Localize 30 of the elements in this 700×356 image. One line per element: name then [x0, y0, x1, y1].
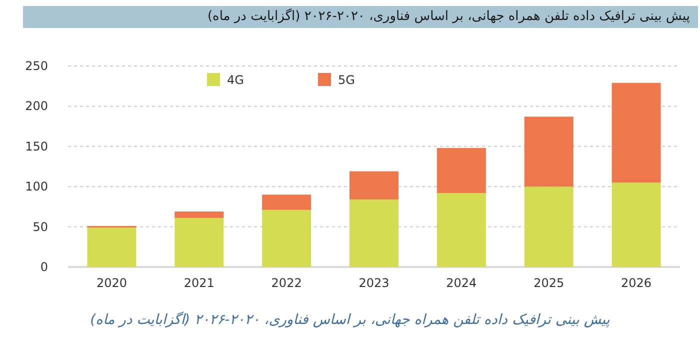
- y-tick-label: 200: [25, 99, 48, 114]
- y-tick-label: 100: [25, 180, 48, 194]
- x-tick-label: 2024: [446, 276, 477, 290]
- bar: [436, 193, 486, 267]
- y-tick-label: 150: [25, 139, 48, 154]
- y-tick-label: 250: [25, 59, 48, 73]
- x-tick-label: 2025: [534, 276, 564, 290]
- bar: [524, 116, 574, 187]
- chart-title: پیش بینی ترافیک داده تلفن همراه جهانی، بر اساس فناوری، ۲۰۲۰-۲۰۲۶ (اگزابایت در ماه): [23, 6, 698, 28]
- x-tick-label: 2023: [358, 276, 390, 290]
- x-tick-label: 2022: [271, 276, 302, 290]
- y-tick-label: 50: [32, 220, 48, 234]
- bar: [524, 186, 574, 267]
- bar: [174, 218, 224, 267]
- x-tick-label: 2020: [96, 276, 127, 290]
- bar: [436, 148, 486, 194]
- bar: [87, 228, 136, 267]
- bar: [350, 171, 398, 200]
- text: پیش بینی ترافیک داده تلفن همراه جهانی، بر اساس فناوری، ۲۰۲۰-۲۰۲۶ (اگزابایت در ماه): [89, 312, 611, 328]
- bar: [612, 182, 661, 267]
- x-tick-label: 2026: [621, 276, 652, 290]
- bar: [174, 212, 224, 218]
- legend-label: 4G: [227, 73, 244, 87]
- x-tick-label: 2021: [184, 276, 214, 290]
- bar: [262, 210, 312, 267]
- bar: [350, 199, 398, 267]
- bar: [262, 194, 312, 210]
- bar: [612, 82, 661, 183]
- legend-label: 5G: [338, 73, 355, 87]
- y-tick-label: 0: [40, 260, 48, 274]
